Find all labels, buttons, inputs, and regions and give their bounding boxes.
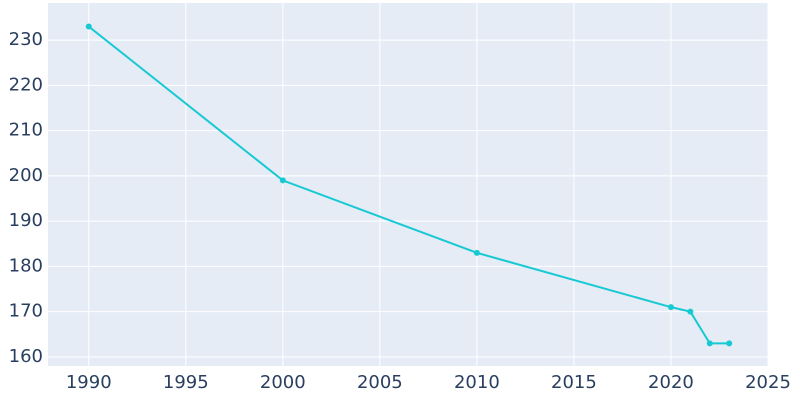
x-tick-label: 2005 [357,372,403,393]
y-tick-label: 210 [9,120,43,141]
point [706,340,713,347]
y-tick-label: 220 [9,74,43,95]
plot-area [48,3,768,366]
x-tick-label: 1995 [163,372,209,393]
x-tick-label: 2000 [260,372,306,393]
y-tick-label: 160 [9,346,43,367]
point [726,340,733,347]
y-tick-label: 230 [9,29,43,50]
x-tick-label: 2015 [551,372,597,393]
y-tick-label: 200 [9,165,43,186]
point [667,304,674,311]
point [85,23,92,30]
point [279,177,286,184]
y-tick-label: 170 [9,301,43,322]
x-tick-label: 2020 [648,372,694,393]
x-tick-label: 1990 [66,372,112,393]
y-tick-label: 190 [9,210,43,231]
point [473,249,480,256]
x-tick-label: 2025 [745,372,791,393]
y-tick-label: 180 [9,255,43,276]
x-tick-label: 2010 [454,372,500,393]
point [687,308,694,315]
